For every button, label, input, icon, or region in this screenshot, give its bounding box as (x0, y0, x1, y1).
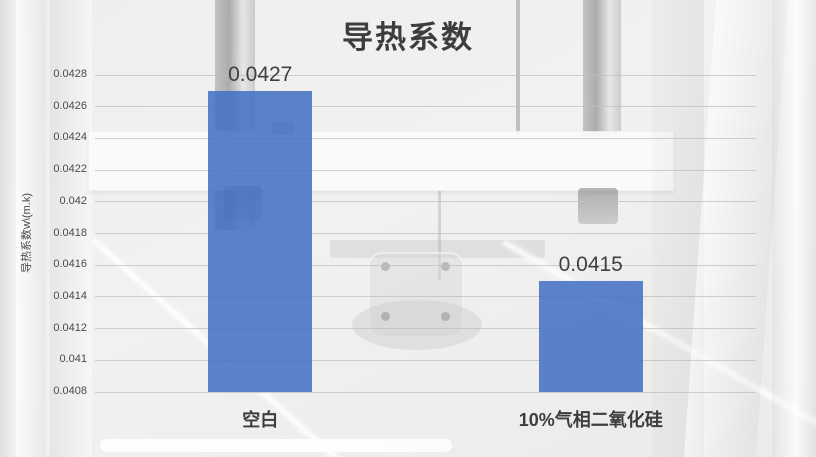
gridline (95, 264, 756, 266)
bg-stage-bolt (381, 312, 390, 321)
gridline (95, 106, 756, 108)
bg-sample-stage-face (368, 252, 464, 338)
bg-base-band (100, 439, 452, 452)
bg-thin-rod-lower (438, 190, 441, 280)
y-tick-label: 0.041 (59, 353, 87, 366)
bg-support-arm (330, 240, 545, 258)
y-tick-label: 0.0412 (53, 321, 87, 334)
bg-crossbeam-plate (88, 131, 674, 191)
gridline (95, 296, 756, 298)
gridline (95, 233, 756, 234)
gridline (95, 359, 756, 361)
y-tick-label: 0.0414 (53, 289, 87, 302)
bg-left-highlight-band (16, 0, 46, 457)
bg-thin-rod (516, 0, 520, 134)
bg-stage-bolt (381, 262, 390, 271)
bg-bolt-nut-right (578, 188, 618, 224)
bar-1 (208, 90, 313, 392)
y-tick-label: 0.0408 (53, 385, 87, 397)
y-tick-label: 0.0426 (53, 99, 87, 112)
gridline (95, 328, 756, 330)
bg-steel-column-right (583, 0, 621, 136)
gridline (95, 74, 756, 76)
bg-stage-bolt (441, 262, 450, 271)
gridline (95, 201, 756, 203)
gridline (95, 169, 756, 171)
bg-right-highlight-band (772, 0, 816, 457)
bar-value-label: 0.0415 (558, 253, 623, 277)
y-tick-label: 0.0428 (53, 68, 87, 80)
gridline (95, 137, 756, 139)
bg-left-shade-band (50, 0, 92, 457)
chart-title: 导热系数 (342, 20, 474, 55)
bar-2 (538, 281, 643, 392)
y-tick-label: 0.0424 (53, 131, 87, 144)
bg-stage-bolt (441, 312, 450, 321)
x-axis-category-label: 10%气相二氧化硅 (518, 410, 663, 430)
y-tick-label: 0.0418 (53, 226, 87, 239)
y-tick-label: 0.042 (59, 194, 87, 207)
x-axis-category-label: 空白 (242, 410, 279, 430)
y-tick-label: 0.0422 (53, 163, 87, 176)
y-tick-label: 0.0416 (53, 258, 87, 271)
gridline (95, 391, 756, 393)
bg-sample-stage-base (352, 300, 482, 350)
bg-left-edge-band (0, 0, 14, 457)
bar-value-label: 0.0427 (228, 62, 293, 86)
